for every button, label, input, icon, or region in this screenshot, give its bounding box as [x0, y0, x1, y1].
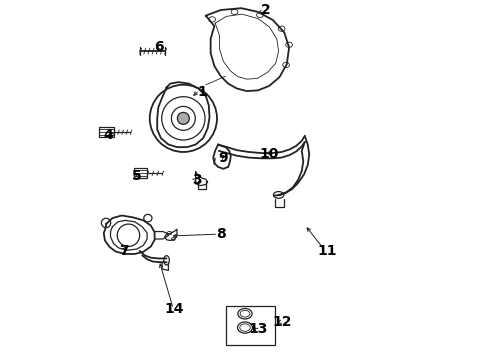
- Text: 11: 11: [318, 244, 337, 258]
- Text: 1: 1: [197, 85, 207, 99]
- Text: 8: 8: [216, 227, 225, 241]
- Text: 10: 10: [260, 147, 279, 161]
- Text: 14: 14: [164, 302, 184, 316]
- Bar: [99, 127, 114, 138]
- Text: 12: 12: [272, 315, 292, 329]
- Text: 7: 7: [119, 244, 128, 258]
- Text: 9: 9: [218, 150, 227, 165]
- Bar: [134, 168, 147, 178]
- Circle shape: [177, 112, 189, 124]
- Text: 6: 6: [154, 40, 164, 54]
- Text: 4: 4: [104, 128, 114, 142]
- Bar: [226, 306, 275, 345]
- Text: 2: 2: [261, 3, 270, 17]
- Text: 5: 5: [132, 169, 142, 183]
- Text: 3: 3: [192, 173, 201, 187]
- Text: 13: 13: [248, 323, 268, 337]
